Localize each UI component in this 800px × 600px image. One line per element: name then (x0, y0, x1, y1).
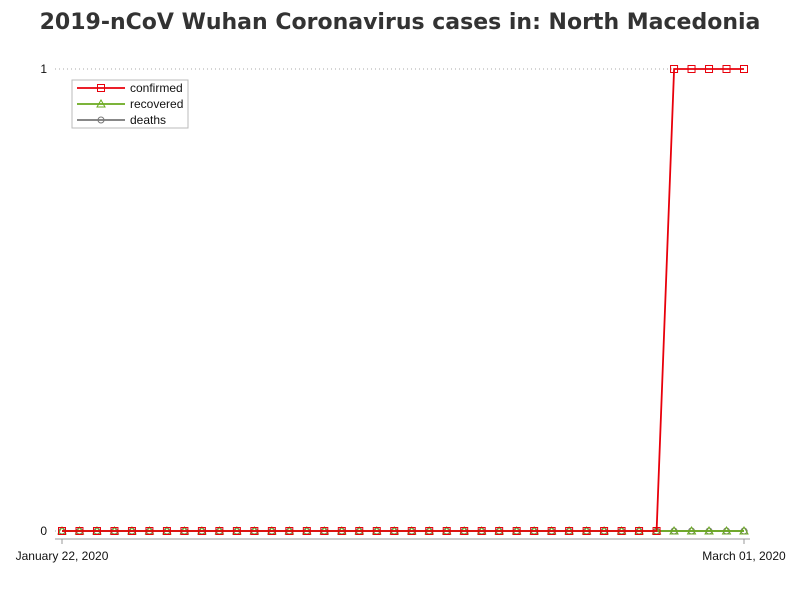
data-point-confirmed (617, 527, 626, 535)
data-point-confirmed (337, 527, 346, 535)
data-point-confirmed (197, 527, 206, 535)
data-point-confirmed (670, 65, 679, 73)
legend-item-confirmed: confirmed (77, 81, 183, 95)
legend-item-recovered: recovered (77, 97, 183, 111)
legend-marker-recovered (96, 98, 106, 108)
data-point-recovered (721, 525, 732, 535)
data-point-confirmed (75, 527, 84, 535)
data-point-confirmed (477, 527, 486, 535)
data-point-confirmed (162, 527, 171, 535)
data-point-confirmed (565, 527, 574, 535)
data-point-confirmed (512, 527, 521, 535)
legend-item-deaths: deaths (77, 113, 166, 127)
data-point-confirmed (425, 527, 434, 535)
data-point-confirmed (547, 527, 556, 535)
data-point-confirmed (58, 527, 66, 535)
series-layer (57, 65, 749, 535)
data-point-confirmed (740, 65, 748, 73)
data-point-confirmed (302, 527, 311, 535)
data-point-confirmed (320, 527, 329, 535)
data-point-recovered (739, 525, 749, 535)
data-point-confirmed (267, 527, 276, 535)
x-tick-label-end: March 01, 2020 (702, 549, 786, 563)
legend-label-confirmed: confirmed (130, 81, 183, 95)
data-point-confirmed (110, 527, 119, 535)
data-point-confirmed (652, 527, 661, 535)
data-point-confirmed (407, 527, 416, 535)
series-confirmed (58, 65, 748, 535)
data-point-confirmed (722, 65, 731, 73)
data-point-recovered (704, 525, 714, 535)
data-point-recovered (669, 525, 679, 535)
data-point-confirmed (355, 527, 364, 535)
data-point-confirmed (145, 527, 154, 535)
data-point-confirmed (127, 527, 136, 535)
x-tick-label-start: January 22, 2020 (16, 549, 109, 563)
legend-label-deaths: deaths (130, 113, 166, 127)
data-point-confirmed (442, 527, 451, 535)
data-point-confirmed (232, 527, 241, 535)
data-point-confirmed (582, 527, 591, 535)
data-point-confirmed (460, 527, 469, 535)
data-point-confirmed (285, 527, 294, 535)
data-point-confirmed (180, 527, 189, 535)
legend: confirmed recovered deaths (71, 79, 189, 129)
data-point-confirmed (372, 527, 381, 535)
data-point-confirmed (92, 527, 101, 535)
legend-marker-confirmed (97, 84, 105, 92)
data-point-confirmed (390, 527, 399, 535)
data-point-confirmed (495, 527, 504, 535)
legend-items: confirmed recovered deaths (77, 81, 183, 127)
data-point-confirmed (600, 527, 609, 535)
data-point-confirmed (215, 527, 224, 535)
data-point-confirmed (530, 527, 539, 535)
legend-marker-deaths (97, 116, 105, 124)
data-point-confirmed (687, 65, 696, 73)
series-line-confirmed (62, 68, 744, 532)
data-point-confirmed (705, 65, 714, 73)
data-point-confirmed (250, 527, 259, 535)
data-point-confirmed (635, 527, 644, 535)
data-point-recovered (686, 525, 697, 535)
y-tick-label-1: 1 (40, 62, 47, 76)
chart-title: 2019-nCoV Wuhan Coronavirus cases in: No… (39, 10, 761, 35)
y-tick-label-0: 0 (40, 524, 47, 538)
legend-label-recovered: recovered (130, 97, 183, 111)
